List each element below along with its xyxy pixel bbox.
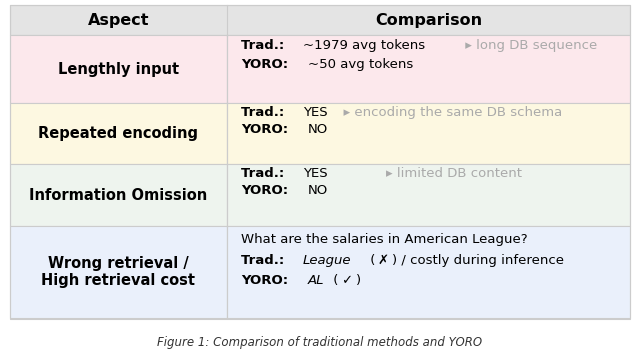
Text: ) / costly during inference: ) / costly during inference bbox=[392, 254, 564, 266]
Text: ✓: ✓ bbox=[342, 274, 353, 287]
Text: Figure 1: Comparison of traditional methods and YORO: Figure 1: Comparison of traditional meth… bbox=[157, 336, 483, 349]
Text: ▸ limited DB content: ▸ limited DB content bbox=[335, 167, 522, 180]
Text: League: League bbox=[303, 254, 351, 266]
Text: ✗: ✗ bbox=[378, 254, 389, 266]
Text: (: ( bbox=[330, 274, 339, 287]
FancyBboxPatch shape bbox=[227, 103, 630, 165]
FancyBboxPatch shape bbox=[10, 226, 227, 318]
FancyBboxPatch shape bbox=[227, 226, 630, 318]
Text: AL: AL bbox=[308, 274, 324, 287]
Text: YORO:: YORO: bbox=[241, 184, 293, 197]
Text: YES: YES bbox=[303, 167, 328, 180]
Text: Repeated encoding: Repeated encoding bbox=[38, 126, 198, 141]
Text: ~1979 avg tokens: ~1979 avg tokens bbox=[303, 39, 425, 52]
Text: Trad.:: Trad.: bbox=[241, 39, 289, 52]
Text: YORO:: YORO: bbox=[241, 58, 293, 71]
Text: Trad.:: Trad.: bbox=[241, 167, 289, 180]
Text: Aspect: Aspect bbox=[88, 13, 149, 28]
FancyBboxPatch shape bbox=[227, 165, 630, 226]
FancyBboxPatch shape bbox=[227, 35, 630, 103]
FancyBboxPatch shape bbox=[10, 35, 227, 103]
Text: YORO:: YORO: bbox=[241, 274, 293, 287]
Text: Lengthly input: Lengthly input bbox=[58, 62, 179, 76]
Text: Information Omission: Information Omission bbox=[29, 187, 207, 203]
FancyBboxPatch shape bbox=[10, 165, 227, 226]
Text: NO: NO bbox=[308, 184, 328, 197]
Text: Comparison: Comparison bbox=[375, 13, 483, 28]
Text: Trad.:: Trad.: bbox=[241, 106, 289, 119]
Text: ▸ long DB sequence: ▸ long DB sequence bbox=[461, 39, 597, 52]
Text: (: ( bbox=[365, 254, 375, 266]
Text: ▸ encoding the same DB schema: ▸ encoding the same DB schema bbox=[335, 106, 562, 119]
Text: Trad.:: Trad.: bbox=[241, 254, 289, 266]
Text: NO: NO bbox=[308, 123, 328, 136]
Text: Wrong retrieval /
High retrieval cost: Wrong retrieval / High retrieval cost bbox=[42, 256, 195, 288]
Text: What are the salaries in American League?: What are the salaries in American League… bbox=[241, 233, 528, 246]
Text: ~50 avg tokens: ~50 avg tokens bbox=[308, 58, 413, 71]
Text: ): ) bbox=[356, 274, 361, 287]
FancyBboxPatch shape bbox=[10, 103, 227, 165]
FancyBboxPatch shape bbox=[10, 5, 630, 35]
Text: YORO:: YORO: bbox=[241, 123, 293, 136]
Text: YES: YES bbox=[303, 106, 328, 119]
